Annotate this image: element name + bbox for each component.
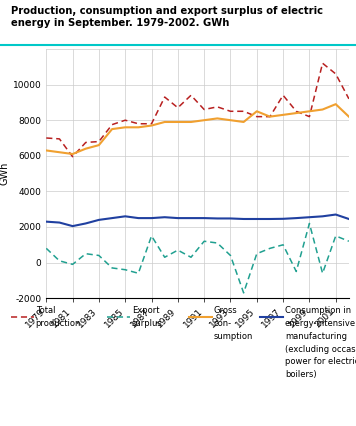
Text: (excluding occasional: (excluding occasional xyxy=(285,345,356,354)
Y-axis label: GWh: GWh xyxy=(0,162,10,185)
Text: Production, consumption and export surplus of electric
energy in September. 1979: Production, consumption and export surpl… xyxy=(11,6,323,28)
Text: production: production xyxy=(36,319,81,328)
Text: energy-intensive: energy-intensive xyxy=(285,319,356,328)
Text: Total: Total xyxy=(36,306,55,315)
Text: Gross: Gross xyxy=(214,306,237,315)
Text: sumption: sumption xyxy=(214,332,253,341)
Text: Export: Export xyxy=(132,306,159,315)
Text: manufacturing: manufacturing xyxy=(285,332,347,341)
Text: con-: con- xyxy=(214,319,232,328)
Text: power for electric: power for electric xyxy=(285,357,356,366)
Text: Consumption in: Consumption in xyxy=(285,306,351,315)
Text: surplus: surplus xyxy=(132,319,162,328)
Text: boilers): boilers) xyxy=(285,370,316,379)
